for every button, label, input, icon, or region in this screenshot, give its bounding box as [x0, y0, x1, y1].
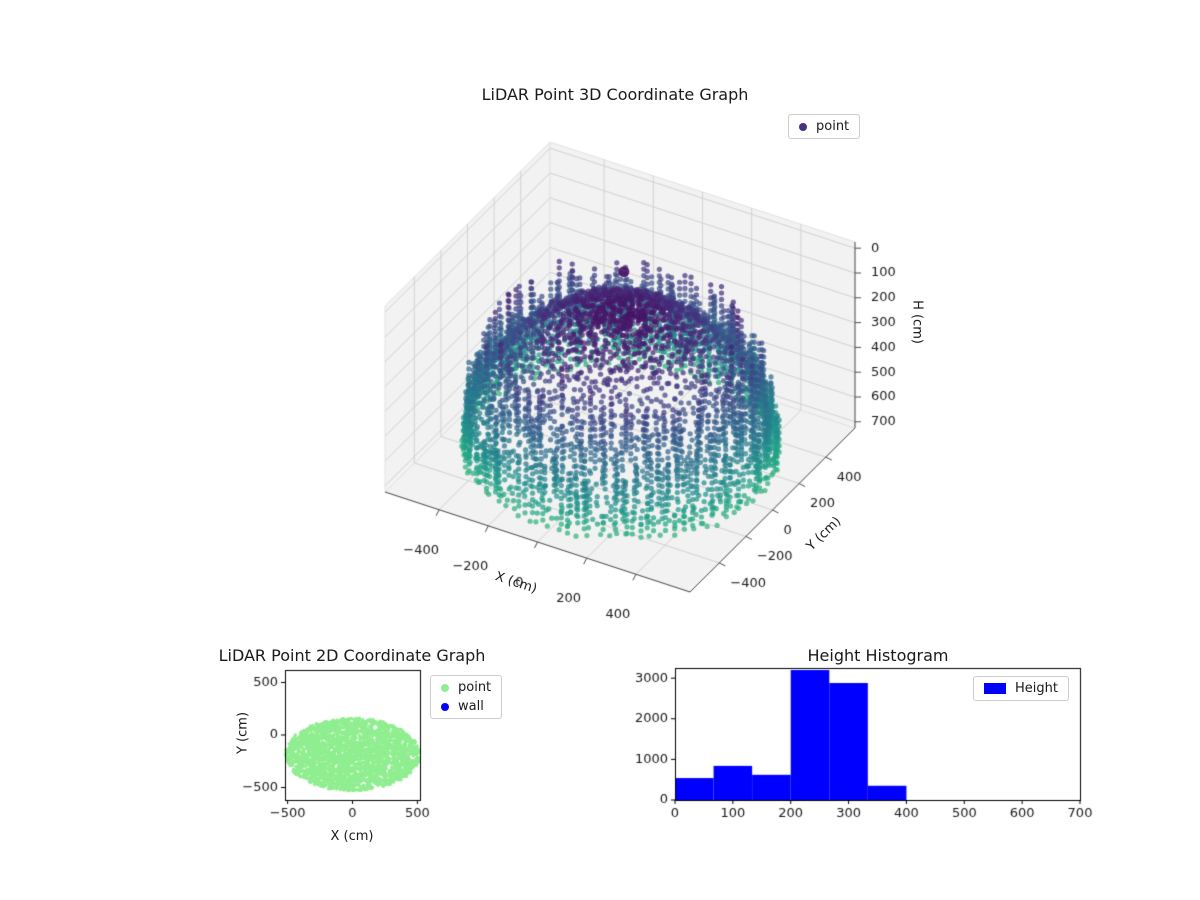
legend-2d: point wall	[430, 675, 503, 719]
legend-item-height: Height	[984, 681, 1058, 696]
legend-item-point-2d: point	[441, 680, 491, 695]
legend-label-point-2d: point	[458, 680, 492, 695]
title-3d-scatter: LiDAR Point 3D Coordinate Graph	[481, 85, 749, 104]
height-patch-icon	[984, 683, 1006, 694]
legend-label-height: Height	[1015, 681, 1058, 696]
legend-histogram: Height	[973, 676, 1069, 701]
point-marker-icon	[799, 122, 807, 131]
title-2d-scatter: LiDAR Point 2D Coordinate Graph	[218, 646, 486, 665]
legend-label-wall-2d: wall	[458, 699, 484, 714]
point-marker-icon	[441, 683, 449, 692]
legend-3d: point	[788, 114, 861, 139]
legend-label-point-3d: point	[816, 119, 850, 134]
x-axis-label-2d: X (cm)	[330, 829, 374, 844]
h-axis-label-3d: H (cm)	[909, 300, 925, 344]
title-histogram: Height Histogram	[807, 646, 949, 665]
legend-item-wall-2d: wall	[441, 699, 491, 714]
y-axis-label-2d: Y (cm)	[235, 711, 251, 755]
wall-marker-icon	[441, 702, 449, 711]
legend-item-point-3d: point	[799, 119, 849, 134]
